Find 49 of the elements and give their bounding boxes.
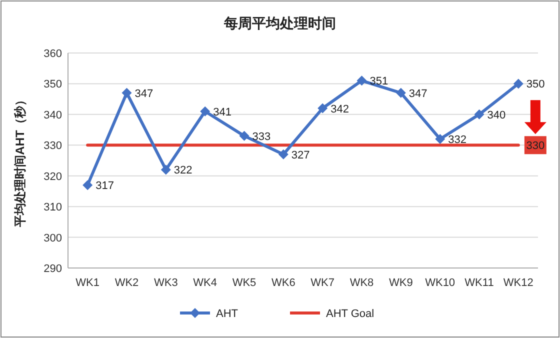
point <box>356 76 367 86</box>
point <box>200 106 210 116</box>
data-label: 327 <box>291 149 310 162</box>
point <box>160 164 171 175</box>
point <box>82 180 93 190</box>
data-label: 317 <box>96 180 114 192</box>
y-axis-title: 平均处理时间AHT（秒） <box>13 94 27 228</box>
y-tick-label: 290 <box>44 263 62 275</box>
data-label: 342 <box>330 103 349 116</box>
x-tick-label: WK12 <box>503 277 534 289</box>
y-tick-label: 360 <box>44 48 62 60</box>
x-tick-label: WK3 <box>154 277 178 289</box>
data-label: 341 <box>213 106 232 118</box>
data-label: 351 <box>370 76 388 88</box>
y-tick-label: 310 <box>44 202 62 214</box>
data-label: 350 <box>526 78 545 91</box>
x-tick-label: WK4 <box>193 277 218 289</box>
y-tick-label: 340 <box>44 109 62 122</box>
y-tick-label: 330 <box>44 140 62 152</box>
x-tick-label: WK8 <box>350 277 374 289</box>
data-label: 347 <box>408 88 428 100</box>
point <box>474 109 484 120</box>
data-label: 340 <box>487 109 506 122</box>
point <box>318 103 328 114</box>
y-tick-label: 320 <box>44 170 62 183</box>
data-label: 330 <box>526 140 545 152</box>
legend-label: AHT Goal <box>326 308 374 320</box>
data-label: 322 <box>174 164 192 177</box>
data-label: 333 <box>252 130 271 143</box>
data-label: 332 <box>448 134 466 146</box>
chart-title: 每周平均处理时间 <box>223 15 336 31</box>
y-tick-label: 300 <box>44 232 62 244</box>
point <box>278 149 288 160</box>
y-tick-label: 350 <box>44 78 62 91</box>
point <box>239 130 250 141</box>
x-tick-label: WK9 <box>388 277 413 289</box>
legend-label: AHT <box>216 308 238 320</box>
point <box>435 134 446 144</box>
x-tick-label: WK11 <box>464 277 494 289</box>
x-tick-label: WK10 <box>425 277 456 289</box>
data-label: 347 <box>134 88 154 100</box>
x-tick-label: WK1 <box>76 277 100 289</box>
x-tick-label: WK6 <box>271 277 296 289</box>
x-tick-label: WK7 <box>310 277 335 289</box>
point <box>396 88 406 98</box>
point <box>122 88 132 98</box>
x-tick-label: WK2 <box>114 277 139 289</box>
x-tick-label: WK5 <box>232 277 256 289</box>
point <box>513 78 524 89</box>
